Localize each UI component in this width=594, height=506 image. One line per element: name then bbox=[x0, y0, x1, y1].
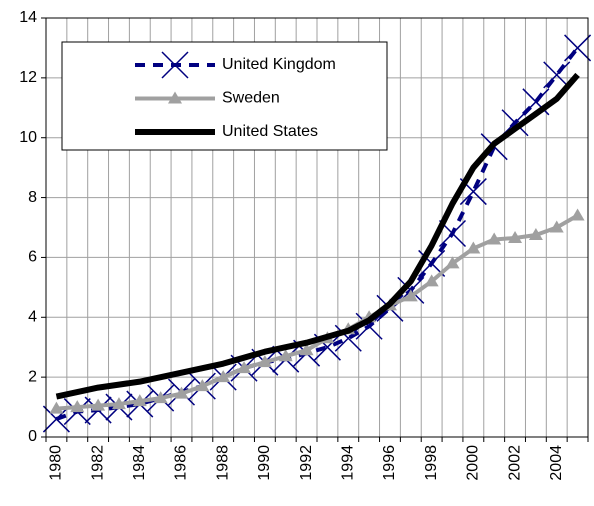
x-tick-label: 1984 bbox=[131, 445, 148, 481]
x-tick-label: 1994 bbox=[339, 445, 356, 481]
legend-box bbox=[61, 41, 388, 151]
legend-label: United States bbox=[222, 123, 318, 140]
x-marker bbox=[355, 312, 383, 340]
y-tick-label: 8 bbox=[28, 189, 37, 206]
x-marker bbox=[161, 51, 189, 79]
y-tick-label: 2 bbox=[28, 368, 37, 385]
plot-border bbox=[45, 17, 589, 438]
x-marker-stroke bbox=[42, 405, 70, 433]
triangle-marker bbox=[132, 394, 147, 407]
y-tick-label: 6 bbox=[28, 249, 37, 266]
x-tick-label: 1990 bbox=[256, 445, 273, 481]
y-tick-label: 4 bbox=[28, 309, 37, 326]
x-tick-label: 2002 bbox=[506, 445, 523, 481]
triangle-marker bbox=[570, 208, 585, 221]
triangle-marker bbox=[70, 400, 85, 413]
x-tick-label: 1998 bbox=[423, 445, 440, 481]
x-marker bbox=[42, 405, 70, 433]
triangle-marker bbox=[528, 227, 543, 240]
x-tick-label: 2004 bbox=[548, 445, 565, 481]
triangle-marker bbox=[153, 391, 168, 404]
triangle-marker bbox=[168, 91, 182, 104]
y-tick-label: 10 bbox=[19, 129, 37, 146]
x-marker bbox=[564, 34, 592, 62]
x-tick-label: 1980 bbox=[48, 445, 65, 481]
triangle-marker bbox=[487, 232, 502, 245]
triangle-marker bbox=[278, 349, 293, 362]
triangle-marker bbox=[111, 397, 126, 410]
x-tick-label: 1992 bbox=[298, 445, 315, 481]
legend-label: United Kingdom bbox=[222, 56, 336, 73]
triangle-marker bbox=[466, 241, 481, 254]
series-line bbox=[55, 72, 580, 400]
x-marker bbox=[543, 61, 571, 89]
y-tick-label: 12 bbox=[19, 69, 37, 86]
triangle-marker bbox=[257, 355, 272, 368]
triangle-marker bbox=[195, 379, 210, 392]
triangle-marker bbox=[403, 289, 418, 302]
legend: United Kingdom Sweden United States bbox=[61, 41, 388, 151]
triangle-marker bbox=[299, 343, 314, 356]
x-tick-label: 1996 bbox=[381, 445, 398, 481]
x-tick-label: 2000 bbox=[465, 445, 482, 481]
triangle-marker bbox=[91, 398, 106, 411]
triangle-marker bbox=[445, 256, 460, 269]
series-line bbox=[55, 46, 580, 421]
x-marker-stroke bbox=[543, 61, 571, 89]
y-tick-label: 14 bbox=[19, 9, 37, 26]
x-tick-label: 1986 bbox=[173, 445, 190, 481]
x-tick-label: 1988 bbox=[214, 445, 231, 481]
triangle-marker bbox=[549, 220, 564, 233]
triangle-marker bbox=[216, 370, 231, 383]
x-marker-stroke bbox=[161, 51, 189, 79]
y-tick-label: 0 bbox=[28, 428, 37, 445]
x-tick-label: 1982 bbox=[89, 445, 106, 481]
triangle-marker bbox=[508, 230, 523, 243]
triangle-marker bbox=[49, 401, 64, 414]
x-marker-stroke bbox=[355, 312, 383, 340]
x-marker-stroke bbox=[564, 34, 592, 62]
triangle-marker bbox=[424, 274, 439, 287]
triangle-marker bbox=[237, 361, 252, 374]
triangle-marker bbox=[174, 386, 189, 399]
legend-label: Sweden bbox=[222, 90, 280, 107]
